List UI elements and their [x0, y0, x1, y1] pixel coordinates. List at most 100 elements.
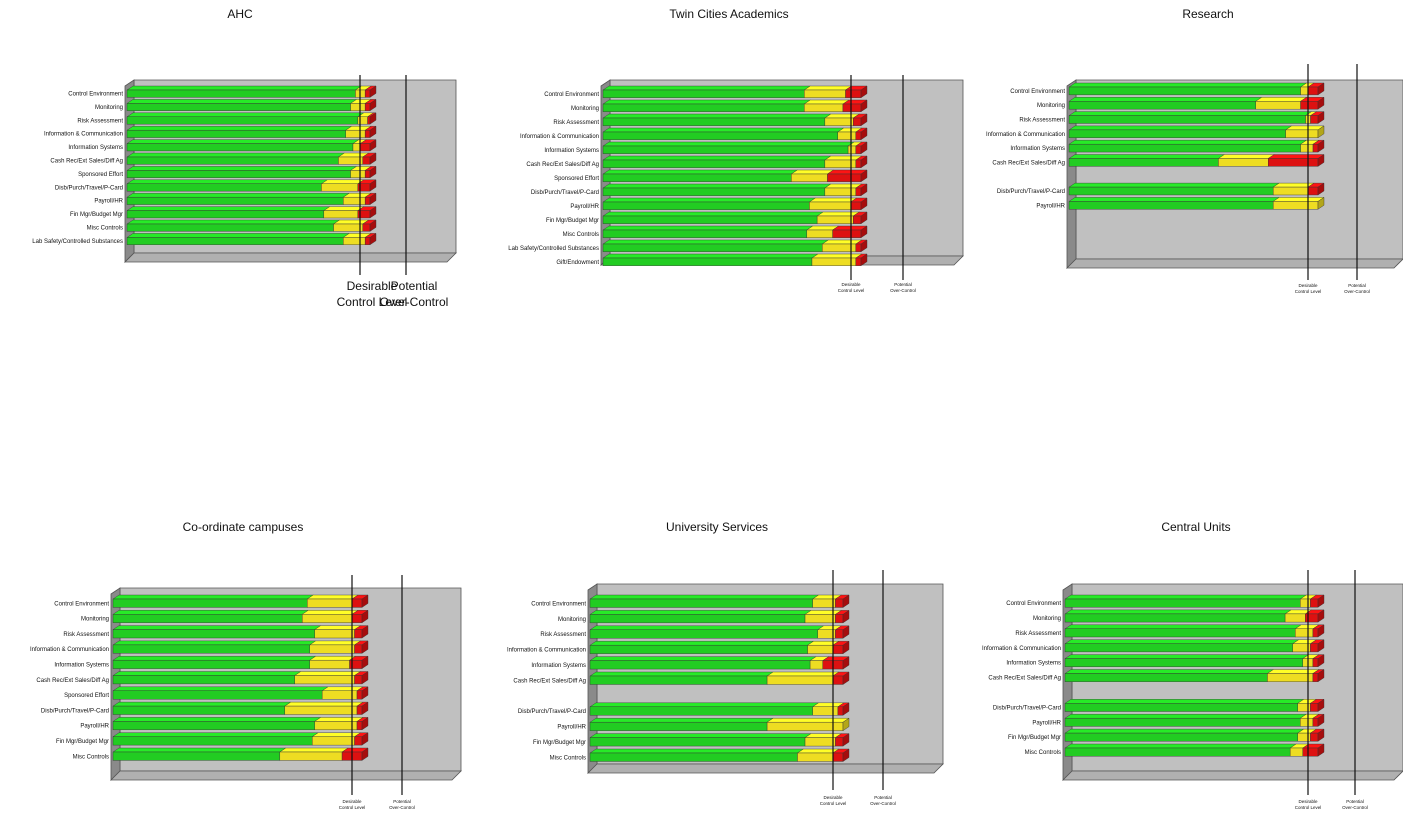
- bar-segment: [127, 237, 343, 244]
- bar-segment-top: [1065, 655, 1309, 659]
- category-label: Misc Controls: [1025, 750, 1061, 756]
- bar-segment: [1301, 101, 1318, 109]
- bar-segment-top: [590, 657, 816, 661]
- category-label: Risk Assessment: [1015, 631, 1061, 637]
- bar-segment: [1065, 703, 1298, 711]
- bar-segment: [355, 645, 362, 653]
- bar-segment: [353, 144, 360, 151]
- bar-segment: [358, 117, 368, 124]
- bar-segment: [791, 174, 827, 182]
- bar-segment: [352, 614, 362, 622]
- category-label: Control Environment: [544, 92, 599, 98]
- bar-segment: [1069, 144, 1301, 152]
- bar-segment-top: [113, 672, 301, 676]
- bar-segment-top: [1218, 155, 1274, 159]
- category-label: Information & Communication: [982, 646, 1061, 652]
- bar-segment: [315, 630, 355, 638]
- bar-segment-top: [127, 113, 364, 117]
- bar-segment-top: [590, 734, 811, 738]
- category-label: Payroll/HR: [94, 199, 123, 205]
- bar-segment: [113, 676, 295, 684]
- bar-segment: [812, 258, 856, 266]
- over-control-label: Potential: [1348, 283, 1366, 288]
- bar-segment-top: [127, 126, 352, 130]
- bar-segment-top: [312, 733, 360, 737]
- bar-segment-top: [812, 254, 862, 258]
- bar-segment: [805, 614, 835, 622]
- bar-segment-top: [603, 254, 818, 258]
- over-control-label: Over-Control: [870, 801, 896, 806]
- bar-segment: [835, 614, 843, 622]
- category-label: Cash Rec/Ext Sales/Diff Ag: [992, 160, 1065, 166]
- bar-segment: [797, 753, 832, 761]
- category-label: Information & Communication: [30, 647, 109, 653]
- bar-segment: [127, 144, 353, 151]
- bar-segment: [113, 706, 285, 714]
- category-label: Monitoring: [1033, 616, 1061, 622]
- bar-segment-top: [1069, 97, 1262, 101]
- bar-segment: [365, 90, 370, 97]
- category-label: Misc Controls: [550, 755, 586, 761]
- category-label: Misc Controls: [563, 232, 599, 238]
- bar-segment: [590, 599, 813, 607]
- bar-segment: [351, 170, 366, 177]
- bar-segment-top: [127, 180, 327, 184]
- bar-segment: [127, 184, 321, 191]
- bar-segment: [1069, 187, 1273, 195]
- category-label: Information Systems: [1006, 661, 1061, 667]
- bar-segment: [127, 117, 358, 124]
- bar-segment-top: [113, 656, 316, 660]
- chart-panel: Co-ordinate campusesControl EnvironmentM…: [30, 520, 461, 810]
- desirable-label: Control Level: [838, 288, 865, 293]
- over-control-label: Potential: [894, 282, 912, 287]
- bar-segment: [809, 202, 850, 210]
- bar-segment: [835, 630, 843, 638]
- bar-segment: [835, 738, 843, 746]
- bar-segment-top: [1065, 729, 1304, 733]
- bar-segment: [1301, 87, 1308, 95]
- bar-segment-top: [1256, 97, 1307, 101]
- bar-segment: [603, 160, 825, 168]
- bar-segment: [321, 184, 357, 191]
- category-label: Risk Assessment: [77, 118, 123, 124]
- category-label: Monitoring: [81, 617, 109, 623]
- bar-segment: [365, 197, 370, 204]
- category-label: Payroll/HR: [1032, 720, 1061, 726]
- bar-segment: [357, 706, 362, 714]
- category-label: Information & Communication: [520, 134, 599, 140]
- bar-segment: [1065, 748, 1290, 756]
- bar-segment-top: [1069, 183, 1279, 187]
- bar-segment: [113, 752, 280, 760]
- bar-segment-top: [113, 595, 313, 599]
- bar-segment-top: [1286, 126, 1324, 130]
- category-label: Control Environment: [1006, 601, 1061, 607]
- bar-segment-top: [322, 687, 363, 691]
- bar-segment-top: [817, 212, 859, 216]
- bar-segment-top: [1065, 744, 1296, 748]
- bar-segment-top: [1069, 140, 1307, 144]
- category-label: Lab Safety/Controlled Substances: [32, 239, 123, 245]
- bar-segment-top: [590, 718, 773, 722]
- bar-segment: [355, 737, 362, 745]
- bar-segment-top: [113, 626, 321, 630]
- bar-segment: [113, 737, 312, 745]
- bar-segment: [1303, 748, 1318, 756]
- bar-segment: [324, 211, 358, 218]
- bar-segment-top: [1069, 126, 1292, 130]
- category-label: Payroll/HR: [557, 725, 586, 731]
- over-control-label: Over-Control: [380, 295, 449, 309]
- bar-segment: [590, 676, 767, 684]
- bar-segment: [355, 676, 362, 684]
- bar-segment: [856, 188, 861, 196]
- bar-segment: [343, 197, 365, 204]
- chart-panel: Twin Cities AcademicsControl Environment…: [508, 7, 963, 293]
- category-label: Fin Mgr/Budget Mgr: [56, 739, 109, 745]
- chart-title: Co-ordinate campuses: [183, 520, 304, 534]
- bar-segment: [856, 146, 861, 154]
- bar-segment: [127, 170, 351, 177]
- bar-segment: [334, 224, 363, 231]
- plot-floor: [588, 764, 943, 773]
- bar-segment: [312, 737, 354, 745]
- bar-segment: [1069, 87, 1301, 95]
- bar-segment-top: [321, 180, 363, 184]
